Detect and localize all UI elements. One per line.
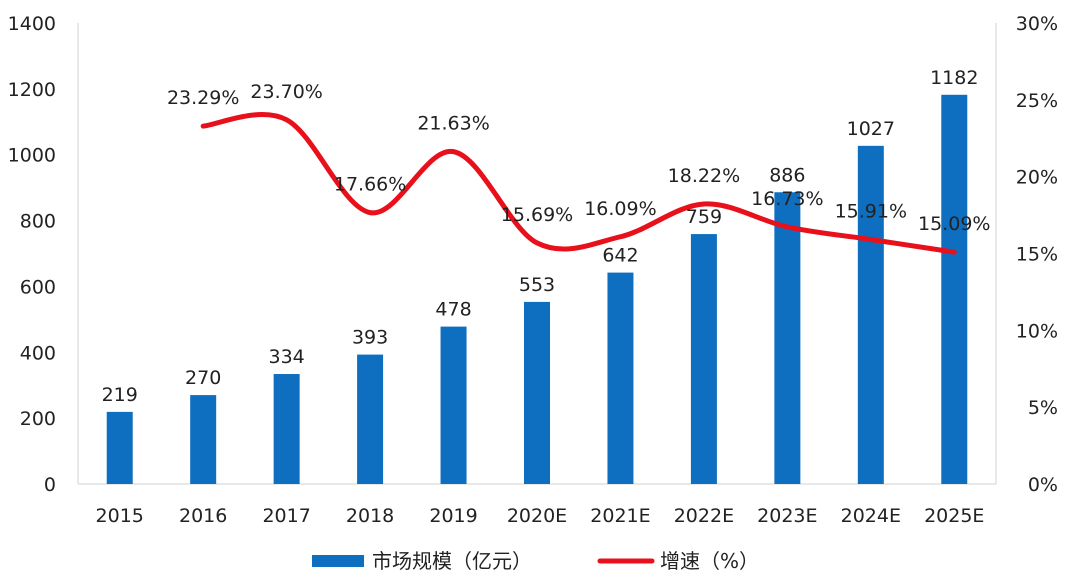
growth-line — [200, 112, 957, 255]
x-tick-label: 2022E — [674, 505, 734, 527]
bar-series — [106, 94, 968, 484]
y-left-tick-label: 1000 — [8, 145, 56, 167]
y-right-tick-label: 10% — [1016, 320, 1058, 342]
bar-value-label: 642 — [602, 245, 638, 267]
x-tick-label: 2025E — [924, 505, 984, 527]
bar — [941, 94, 968, 484]
bar — [190, 395, 217, 484]
bar-value-label: 1027 — [847, 118, 895, 140]
legend-swatch-bar — [312, 555, 364, 567]
x-tick-label: 2016 — [179, 505, 227, 527]
x-tick-label: 2015 — [96, 505, 144, 527]
x-tick-label: 2024E — [841, 505, 901, 527]
bar — [774, 192, 801, 484]
x-tick-label: 2020E — [507, 505, 567, 527]
line-value-label: 23.70% — [250, 81, 322, 103]
bar — [357, 354, 384, 484]
line-value-label: 23.29% — [167, 87, 239, 109]
bar-value-label: 270 — [185, 367, 221, 389]
line-value-label: 21.63% — [417, 113, 489, 135]
bar-value-label: 759 — [686, 206, 722, 228]
bar — [273, 374, 300, 484]
x-tick-label: 2023E — [757, 505, 817, 527]
bar — [440, 326, 467, 484]
y-right-tick-label: 25% — [1016, 90, 1058, 112]
y-right-tick-label: 20% — [1016, 167, 1058, 189]
x-tick-label: 2021E — [590, 505, 650, 527]
y-left-tick-label: 600 — [20, 276, 56, 298]
y-left-tick-label: 800 — [20, 211, 56, 233]
bar — [106, 411, 133, 484]
line-value-label: 16.09% — [584, 198, 656, 220]
y-right-tick-label: 30% — [1016, 13, 1058, 35]
bar-value-label: 393 — [352, 327, 388, 349]
legend: 市场规模（亿元） 增速（%） — [312, 549, 759, 573]
y-left-tick-label: 200 — [20, 408, 56, 430]
bar — [524, 301, 550, 484]
bar — [690, 234, 717, 484]
legend-label-line: 增速（%） — [660, 549, 759, 573]
y-right-tick-label: 0% — [1028, 474, 1058, 496]
bar-value-label: 334 — [269, 346, 305, 368]
y-right-tick-label: 5% — [1028, 397, 1058, 419]
legend-label-bar: 市场规模（亿元） — [372, 549, 532, 573]
bar — [607, 272, 634, 484]
bar-value-label: 553 — [519, 274, 555, 296]
y-right-tick-label: 15% — [1016, 244, 1058, 266]
axes: 0 200 400 600 800 1000 1200 1400 0% 5% 10% 15% 20% 25… — [8, 13, 1058, 527]
bar — [857, 145, 884, 484]
data-labels: 219 270 334 393 478 553 642 759 886 1027 1182 23.29… — [102, 67, 991, 406]
line-value-label: 15.09% — [918, 213, 990, 235]
y-left-tick-label: 0 — [44, 474, 56, 496]
bar-value-label: 1182 — [930, 67, 978, 89]
line-value-label: 15.69% — [501, 204, 573, 226]
y-left-tick-label: 400 — [20, 342, 56, 364]
y-left-tick-label: 1400 — [8, 13, 56, 35]
line-value-label: 17.66% — [334, 174, 406, 196]
y-left-tick-label: 1200 — [8, 79, 56, 101]
bar-value-label: 478 — [435, 299, 471, 321]
bar-value-label: 886 — [769, 164, 805, 186]
line-value-label: 15.91% — [835, 201, 907, 223]
x-tick-label: 2018 — [346, 505, 394, 527]
x-tick-label: 2019 — [429, 505, 477, 527]
line-series — [200, 112, 957, 255]
bar-value-label: 219 — [102, 384, 138, 406]
line-value-label: 18.22% — [668, 165, 740, 187]
line-value-label: 16.73% — [751, 188, 823, 210]
x-tick-label: 2017 — [262, 505, 310, 527]
